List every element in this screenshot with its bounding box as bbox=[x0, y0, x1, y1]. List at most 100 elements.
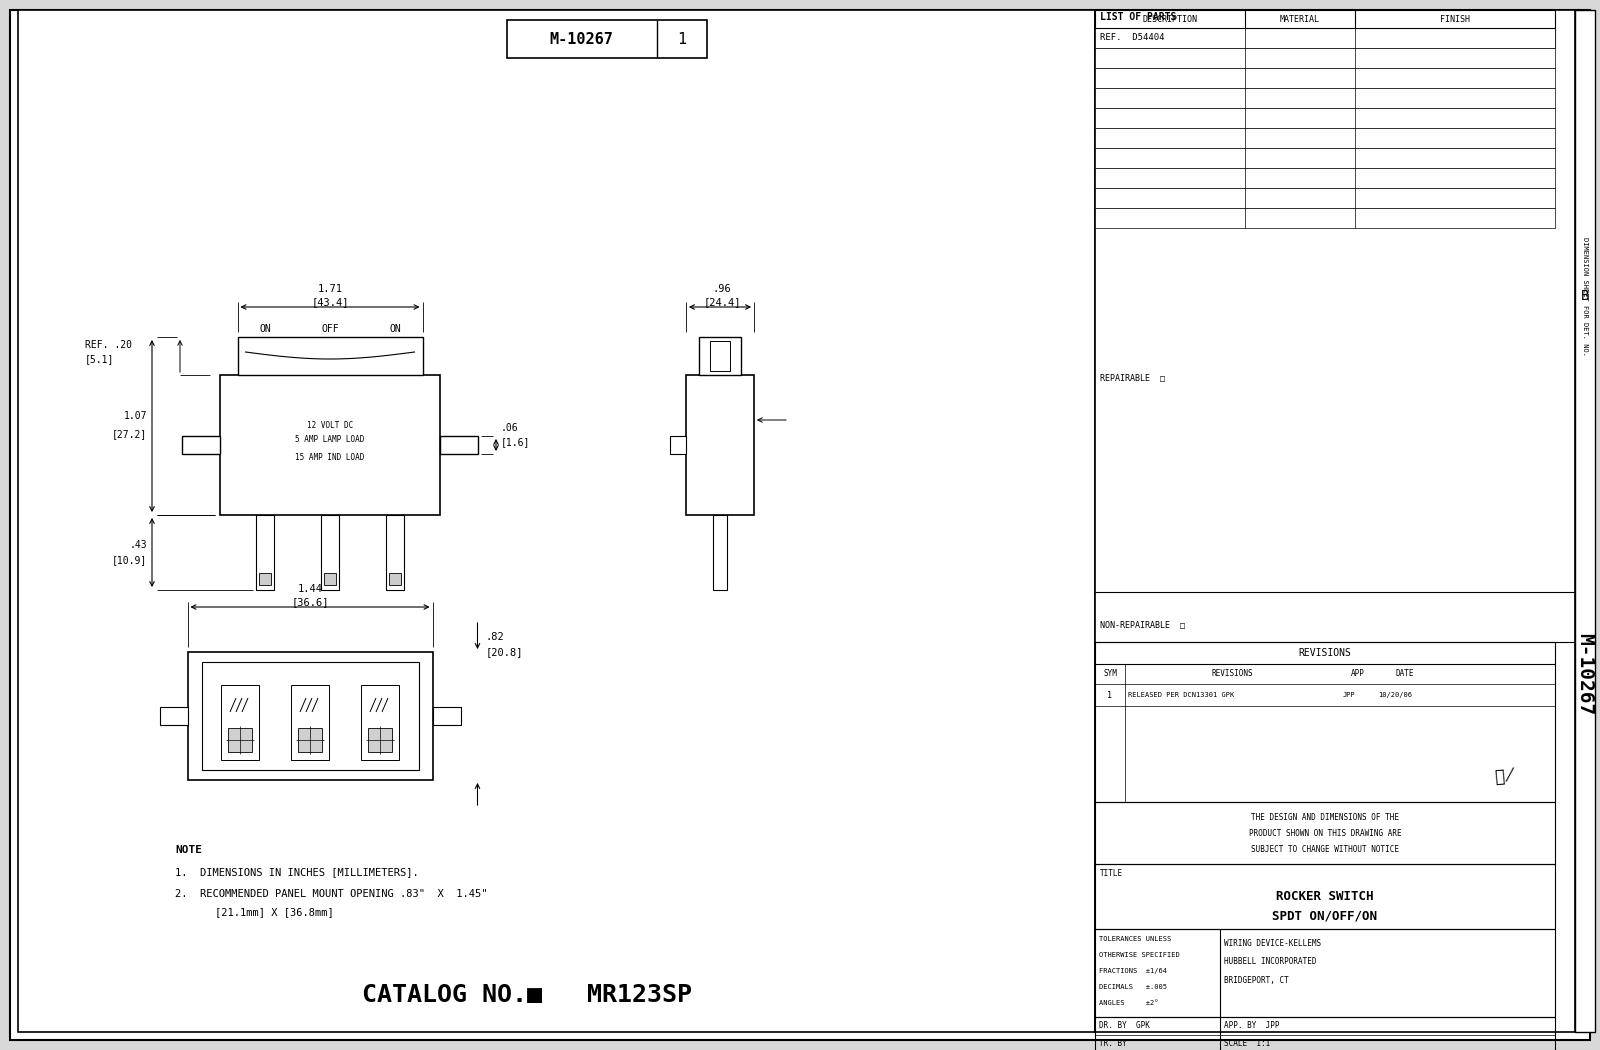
Text: B: B bbox=[1581, 289, 1589, 303]
Text: 5 AMP LAMP LOAD: 5 AMP LAMP LOAD bbox=[296, 436, 365, 444]
Bar bbox=[386, 514, 403, 590]
Bar bbox=[1094, 188, 1555, 208]
Text: FINISH: FINISH bbox=[1440, 15, 1470, 23]
Text: 10/20/06: 10/20/06 bbox=[1378, 692, 1413, 698]
Text: FRACTIONS  ±1/64: FRACTIONS ±1/64 bbox=[1099, 968, 1166, 974]
Text: THE DESIGN AND DIMENSIONS OF THE: THE DESIGN AND DIMENSIONS OF THE bbox=[1251, 813, 1398, 821]
Bar bbox=[1094, 88, 1555, 108]
Bar bbox=[182, 436, 221, 454]
Text: ON: ON bbox=[259, 324, 270, 334]
Text: TR. BY: TR. BY bbox=[1099, 1040, 1126, 1049]
Text: 1: 1 bbox=[677, 32, 686, 46]
Text: ℧̸: ℧̸ bbox=[1475, 766, 1517, 788]
Text: DATE: DATE bbox=[1395, 670, 1414, 678]
Text: [36.6]: [36.6] bbox=[291, 597, 328, 607]
Bar bbox=[323, 573, 336, 585]
Bar bbox=[1094, 48, 1555, 68]
Text: OTHERWISE SPECIFIED: OTHERWISE SPECIFIED bbox=[1099, 952, 1179, 958]
Text: DESCRIPTION: DESCRIPTION bbox=[1142, 15, 1197, 23]
Bar bbox=[1094, 128, 1555, 148]
Text: [27.2]: [27.2] bbox=[112, 429, 147, 439]
Text: REVISIONS: REVISIONS bbox=[1211, 670, 1253, 678]
Text: M-10267: M-10267 bbox=[1576, 633, 1595, 715]
Text: 1: 1 bbox=[1107, 691, 1112, 699]
Text: 1.  DIMENSIONS IN INCHES [MILLIMETERS].: 1. DIMENSIONS IN INCHES [MILLIMETERS]. bbox=[174, 867, 419, 877]
Text: JPP: JPP bbox=[1342, 692, 1355, 698]
Text: [21.1mm] X [36.8mm]: [21.1mm] X [36.8mm] bbox=[214, 907, 334, 917]
Text: NOTE: NOTE bbox=[174, 845, 202, 855]
Text: .43: .43 bbox=[130, 540, 147, 549]
Text: REPAIRABLE  □: REPAIRABLE □ bbox=[1101, 374, 1165, 382]
Text: WIRING DEVICE-KELLEMS: WIRING DEVICE-KELLEMS bbox=[1224, 940, 1322, 948]
Text: ROCKER SWITCH: ROCKER SWITCH bbox=[1277, 889, 1374, 903]
Text: RELEASED PER DCN13301 GPK: RELEASED PER DCN13301 GPK bbox=[1128, 692, 1234, 698]
Text: [10.9]: [10.9] bbox=[112, 555, 147, 566]
Text: HUBBELL INCORPORATED: HUBBELL INCORPORATED bbox=[1224, 958, 1317, 966]
Text: LIST OF PARTS: LIST OF PARTS bbox=[1101, 12, 1176, 22]
Text: CATALOG NO.■   MR123SP: CATALOG NO.■ MR123SP bbox=[362, 983, 691, 1007]
Text: ON: ON bbox=[389, 324, 402, 334]
Bar bbox=[1094, 10, 1555, 48]
Bar bbox=[221, 375, 440, 514]
Bar bbox=[322, 514, 339, 590]
Text: SYM: SYM bbox=[1102, 670, 1117, 678]
Text: [20.8]: [20.8] bbox=[485, 647, 523, 657]
Text: DECIMALS   ±.005: DECIMALS ±.005 bbox=[1099, 984, 1166, 990]
Text: ANGLES     ±2°: ANGLES ±2° bbox=[1099, 1000, 1158, 1006]
Bar bbox=[432, 707, 461, 724]
Text: BRIDGEPORT, CT: BRIDGEPORT, CT bbox=[1224, 975, 1288, 985]
Bar bbox=[259, 573, 270, 585]
Bar bbox=[291, 685, 330, 760]
Text: DIMENSION SHEET FOR DET. NO.: DIMENSION SHEET FOR DET. NO. bbox=[1582, 236, 1587, 356]
Text: M-10267: M-10267 bbox=[549, 32, 613, 46]
Text: 12 VOLT DC: 12 VOLT DC bbox=[307, 420, 354, 429]
Bar bbox=[1094, 168, 1555, 188]
Bar bbox=[440, 436, 478, 454]
Bar bbox=[18, 10, 1094, 1032]
Text: NON-REPAIRABLE  □: NON-REPAIRABLE □ bbox=[1101, 621, 1186, 630]
Bar bbox=[1094, 68, 1555, 88]
Text: DR. BY  GPK: DR. BY GPK bbox=[1099, 1022, 1150, 1030]
Bar bbox=[686, 375, 754, 514]
Text: MATERIAL: MATERIAL bbox=[1280, 15, 1320, 23]
Bar bbox=[256, 514, 274, 590]
Text: REF.  D54404: REF. D54404 bbox=[1101, 34, 1165, 42]
Bar bbox=[670, 436, 686, 454]
Text: SPDT ON/OFF/ON: SPDT ON/OFF/ON bbox=[1272, 909, 1378, 923]
Bar bbox=[1094, 929, 1555, 1017]
Bar bbox=[229, 728, 253, 752]
Text: [1.6]: [1.6] bbox=[501, 437, 530, 447]
Text: SUBJECT TO CHANGE WITHOUT NOTICE: SUBJECT TO CHANGE WITHOUT NOTICE bbox=[1251, 844, 1398, 854]
Bar bbox=[710, 341, 730, 371]
Bar bbox=[1094, 108, 1555, 128]
Bar bbox=[1094, 864, 1555, 929]
Text: .82: .82 bbox=[485, 632, 504, 642]
Bar bbox=[187, 652, 432, 780]
Text: REF. .20: REF. .20 bbox=[85, 340, 131, 350]
Bar bbox=[298, 728, 322, 752]
Text: 1.07: 1.07 bbox=[123, 411, 147, 421]
Text: APP. BY  JPP: APP. BY JPP bbox=[1224, 1022, 1280, 1030]
Text: PRODUCT SHOWN ON THIS DRAWING ARE: PRODUCT SHOWN ON THIS DRAWING ARE bbox=[1248, 828, 1402, 838]
Text: OFF: OFF bbox=[322, 324, 339, 334]
Text: [43.4]: [43.4] bbox=[312, 297, 349, 307]
Bar bbox=[1094, 208, 1555, 228]
Bar bbox=[1094, 148, 1555, 168]
Bar bbox=[1094, 28, 1555, 48]
Bar bbox=[237, 337, 422, 375]
Bar bbox=[699, 337, 741, 375]
Bar bbox=[362, 685, 398, 760]
Text: .96: .96 bbox=[712, 284, 731, 294]
Text: 1.44: 1.44 bbox=[298, 584, 323, 594]
Bar bbox=[1094, 1017, 1555, 1050]
Text: TOLERANCES UNLESS: TOLERANCES UNLESS bbox=[1099, 936, 1171, 942]
Bar bbox=[1574, 10, 1595, 1032]
Text: SCALE  1:1: SCALE 1:1 bbox=[1224, 1040, 1270, 1049]
Bar bbox=[714, 514, 726, 590]
Text: 2.  RECOMMENDED PANEL MOUNT OPENING .83"  X  1.45": 2. RECOMMENDED PANEL MOUNT OPENING .83" … bbox=[174, 889, 488, 899]
Bar bbox=[160, 707, 187, 724]
Bar bbox=[1094, 642, 1555, 802]
Bar bbox=[1094, 10, 1574, 1032]
Text: APP: APP bbox=[1350, 670, 1365, 678]
Bar bbox=[507, 20, 707, 58]
